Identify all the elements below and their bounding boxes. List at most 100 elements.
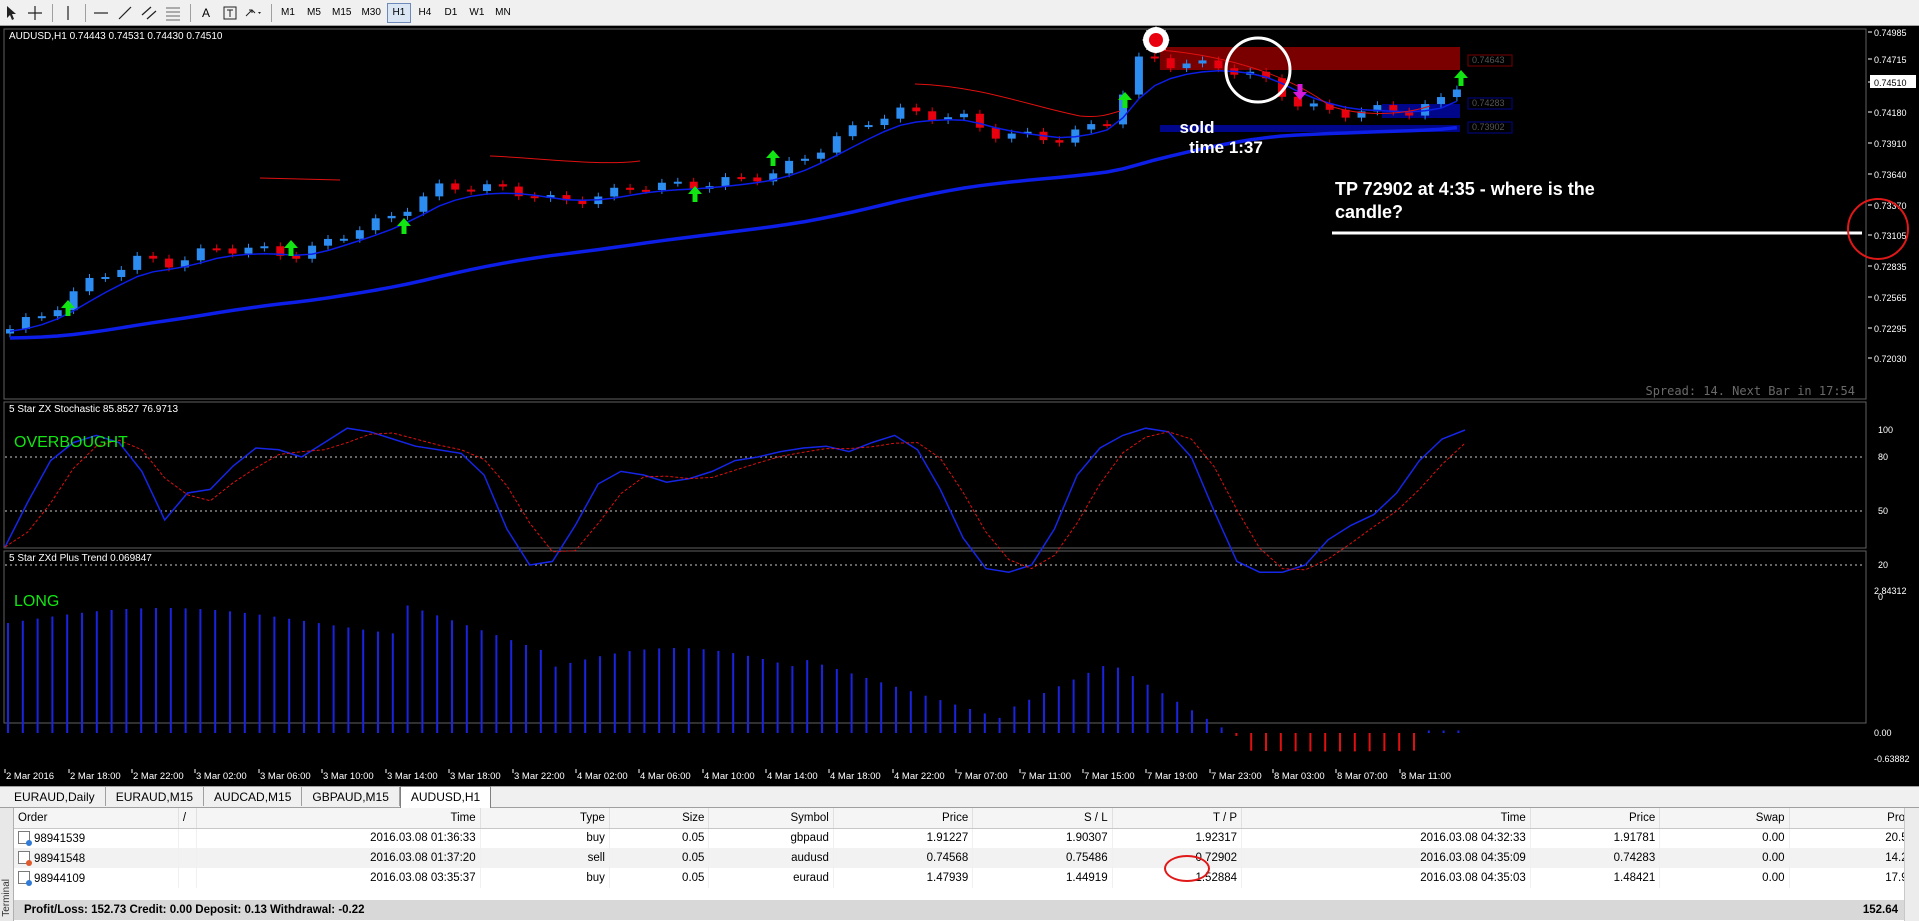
- time-tick-label: 3 Mar 14:00: [387, 771, 438, 782]
- order-icon: [18, 831, 32, 847]
- level-label: 0.74643: [1472, 55, 1505, 65]
- chart-canvas[interactable]: 0.74643 0.74283 0.73902 0.74985 0.74715 0.74…: [0, 26, 1919, 786]
- order-row[interactable]: 98944109 2016.03.08 03:35:37 buy 0.05 euraud…: [14, 868, 1919, 888]
- candle-body: [85, 277, 94, 292]
- candle-body: [117, 269, 126, 278]
- slow-moving-average: [9, 125, 1458, 340]
- cell-spacer: [178, 848, 197, 868]
- terminal-side-label: Terminal: [0, 808, 14, 921]
- vertical-line-icon[interactable]: [57, 3, 79, 23]
- candle-body: [975, 113, 984, 128]
- order-number: 98944109: [34, 873, 86, 885]
- crosshair-icon[interactable]: [24, 3, 46, 23]
- candle-body: [1198, 60, 1207, 64]
- chart-window[interactable]: 0.74643 0.74283 0.73902 0.74985 0.74715 0.74…: [0, 26, 1919, 786]
- timeframe-mn[interactable]: MN: [495, 7, 511, 18]
- timeframe-w1[interactable]: W1: [469, 7, 485, 18]
- candle-body: [451, 183, 460, 190]
- price-tick-label: 0.74715: [1874, 55, 1907, 65]
- level-label: 0.73902: [1472, 122, 1505, 132]
- timeframe-m1[interactable]: M1: [281, 7, 295, 18]
- red-ma-segment: [914, 83, 1121, 117]
- column-header[interactable]: Symbol: [708, 808, 834, 829]
- fibonacci-icon[interactable]: [162, 3, 184, 23]
- tp-question-annotation: TP 72902 at 4:35 - where is the: [1335, 179, 1595, 199]
- candle-body: [483, 184, 491, 191]
- timeframe-m15[interactable]: M15: [332, 7, 352, 18]
- column-header[interactable]: T / P: [1112, 808, 1243, 829]
- chart-tab[interactable]: EURAUD,Daily: [4, 787, 106, 806]
- cell-swap: 0.00: [1659, 848, 1790, 868]
- candle-body: [769, 173, 778, 182]
- chart-tab[interactable]: EURAUD,M15: [106, 787, 205, 806]
- column-header[interactable]: Type: [480, 808, 610, 829]
- candle-body: [467, 189, 476, 192]
- time-tick-label: 4 Mar 06:00: [640, 771, 691, 782]
- column-header[interactable]: Swap: [1659, 808, 1790, 829]
- spread-info: Spread: 14. Next Bar in 17:54: [1645, 384, 1855, 398]
- level-label-box: [1467, 54, 1513, 67]
- trendline-icon[interactable]: [114, 3, 136, 23]
- column-header[interactable]: S / L: [972, 808, 1113, 829]
- arrow-icon[interactable]: [243, 3, 265, 23]
- cell-close-time: 2016.03.08 04:32:33: [1241, 828, 1531, 848]
- candle-body: [991, 127, 1000, 139]
- column-header[interactable]: Time: [196, 808, 481, 829]
- column-header[interactable]: Time: [1241, 808, 1531, 829]
- stochastic-tick-label: 0: [1878, 592, 1883, 602]
- timeframe-h4[interactable]: H4: [418, 7, 432, 18]
- buy-signal-arrow: [1454, 70, 1468, 86]
- candle-body: [1421, 104, 1430, 116]
- horizontal-line-icon[interactable]: [90, 3, 112, 23]
- cell-tp: 1.92317: [1112, 828, 1243, 848]
- time-tick-label: 7 Mar 19:00: [1147, 771, 1198, 782]
- stochastic-main-line: [4, 427, 1466, 573]
- text-icon[interactable]: A: [201, 5, 210, 20]
- column-header[interactable]: /: [178, 808, 197, 829]
- column-header[interactable]: Size: [609, 808, 710, 829]
- buy-signal-arrow: [284, 240, 298, 256]
- cell-price: 1.91227: [833, 828, 974, 848]
- cursor-icon[interactable]: [0, 3, 22, 23]
- order-row[interactable]: 98941539 2016.03.08 01:36:33 buy 0.05 gbpaud…: [14, 828, 1919, 848]
- candle-body: [896, 107, 905, 119]
- candle-body: [1103, 124, 1112, 127]
- candle-body: [832, 136, 841, 153]
- red-ma-segment: [489, 155, 641, 164]
- timeframe-group: M1 M5 M15 M30 H1 H4 D1 W1 MN: [276, 2, 517, 23]
- sell-entry-marker: [1142, 26, 1170, 54]
- candle-body: [1452, 89, 1461, 98]
- column-header[interactable]: Order: [14, 808, 179, 829]
- column-header[interactable]: Price: [1530, 808, 1661, 829]
- terminal-panel: Terminal Order / Time Type Size Symbol Price S …: [0, 808, 1919, 921]
- chart-tab[interactable]: AUDUSD,H1: [399, 786, 492, 808]
- long-signal-label: LONG: [14, 593, 59, 610]
- timeframe-h1[interactable]: H1: [386, 2, 411, 23]
- timeframe-m5[interactable]: M5: [307, 7, 321, 18]
- channel-icon[interactable]: [138, 3, 160, 23]
- time-tick-label: 4 Mar 22:00: [894, 771, 945, 782]
- candle-body: [69, 291, 78, 311]
- candle-body: [1262, 71, 1271, 79]
- candle-body: [1166, 58, 1175, 69]
- stochastic-signal-line: [4, 431, 1466, 571]
- chart-tab[interactable]: AUDCAD,M15: [204, 787, 303, 806]
- order-row[interactable]: 98941548 2016.03.08 01:37:20 sell 0.05 audus…: [14, 848, 1919, 868]
- chart-tabs: EURAUD,Daily EURAUD,M15 AUDCAD,M15 GBPAUD,M…: [0, 786, 1919, 808]
- column-header[interactable]: Profit: [1789, 808, 1919, 829]
- chart-toolbar: A M1 M5 M15 M30 H1 H4 D1 W1 MN: [0, 0, 1919, 26]
- chart-tab[interactable]: GBPAUD,M15: [302, 787, 400, 806]
- time-tick-label: 7 Mar 15:00: [1084, 771, 1135, 782]
- timeframe-m30[interactable]: M30: [361, 7, 381, 18]
- level-label-box: [1467, 121, 1513, 134]
- timeframe-d1[interactable]: D1: [444, 7, 458, 18]
- column-header[interactable]: Price: [833, 808, 974, 829]
- candle-body: [276, 246, 285, 256]
- trend-pane-border: [3, 550, 1867, 724]
- tp-question-annotation-2: candle?: [1335, 202, 1403, 222]
- terminal-scrollbar[interactable]: [1904, 808, 1919, 921]
- cell-type: buy: [480, 868, 610, 888]
- label-icon[interactable]: [219, 3, 241, 23]
- price-tick-label: 0.74180: [1874, 108, 1907, 118]
